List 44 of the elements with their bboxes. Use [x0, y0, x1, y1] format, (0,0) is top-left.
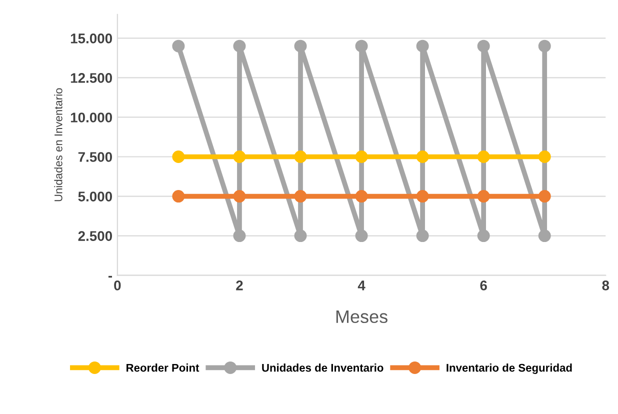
- y-tick-label: 5.000: [78, 192, 112, 202]
- point: [233, 230, 246, 242]
- point: [233, 150, 246, 164]
- point: [416, 190, 429, 203]
- point: [172, 40, 185, 52]
- point: [233, 190, 246, 203]
- y-tick-label: 15.000: [70, 34, 112, 44]
- point: [477, 40, 490, 52]
- point: [355, 40, 368, 52]
- point: [416, 230, 429, 242]
- point: [355, 150, 368, 164]
- point: [416, 40, 429, 52]
- point: [355, 230, 368, 242]
- point: [538, 230, 551, 242]
- point: [294, 190, 307, 203]
- y-tick-label: -: [108, 276, 112, 278]
- y-tick-label: 2.500: [78, 231, 112, 241]
- y-tick-label: 12.500: [70, 73, 112, 83]
- x-tick-label: 2: [236, 280, 243, 290]
- x-tick-label: 0: [114, 280, 121, 290]
- point: [294, 230, 307, 242]
- point: [538, 40, 551, 52]
- point: [172, 190, 185, 203]
- y-tick-label: 7.500: [78, 152, 112, 162]
- point: [477, 230, 490, 242]
- point: [294, 150, 307, 164]
- point: [172, 150, 185, 164]
- x-axis-title: Meses: [336, 310, 388, 324]
- y-axis-title: Unidades en Inventario: [54, 88, 62, 202]
- point: [355, 190, 368, 203]
- point: [233, 40, 246, 52]
- x-tick-label: 4: [358, 280, 366, 290]
- y-tick-label: 10.000: [70, 112, 112, 122]
- point: [477, 150, 490, 164]
- point: [538, 150, 551, 164]
- x-tick-label: 8: [602, 280, 610, 290]
- point: [416, 150, 429, 164]
- point: [294, 40, 307, 52]
- point: [538, 190, 551, 203]
- x-tick-label: 6: [480, 280, 487, 290]
- point: [477, 190, 490, 203]
- legend-label: Inventario de Seguridad: [446, 364, 572, 374]
- legend-label: Unidades de Inventario: [262, 364, 384, 372]
- legend-label: Reorder Point: [126, 364, 200, 372]
